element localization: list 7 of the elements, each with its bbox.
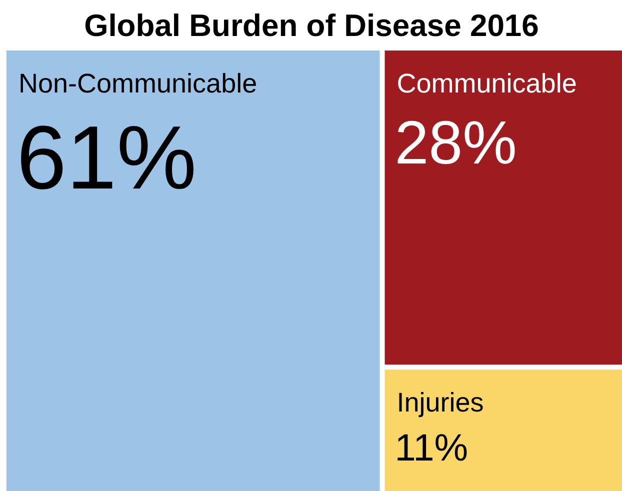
text: Global Burden of Disease 2016 bbox=[84, 8, 539, 43]
category-label: Communicable bbox=[396, 68, 577, 98]
data-label: 11% bbox=[394, 428, 468, 470]
category-label: Non-Communicable bbox=[18, 68, 258, 98]
data-label: 28% bbox=[394, 108, 517, 176]
data-label: 61% bbox=[16, 108, 197, 208]
category-label: Injuries bbox=[396, 388, 484, 418]
